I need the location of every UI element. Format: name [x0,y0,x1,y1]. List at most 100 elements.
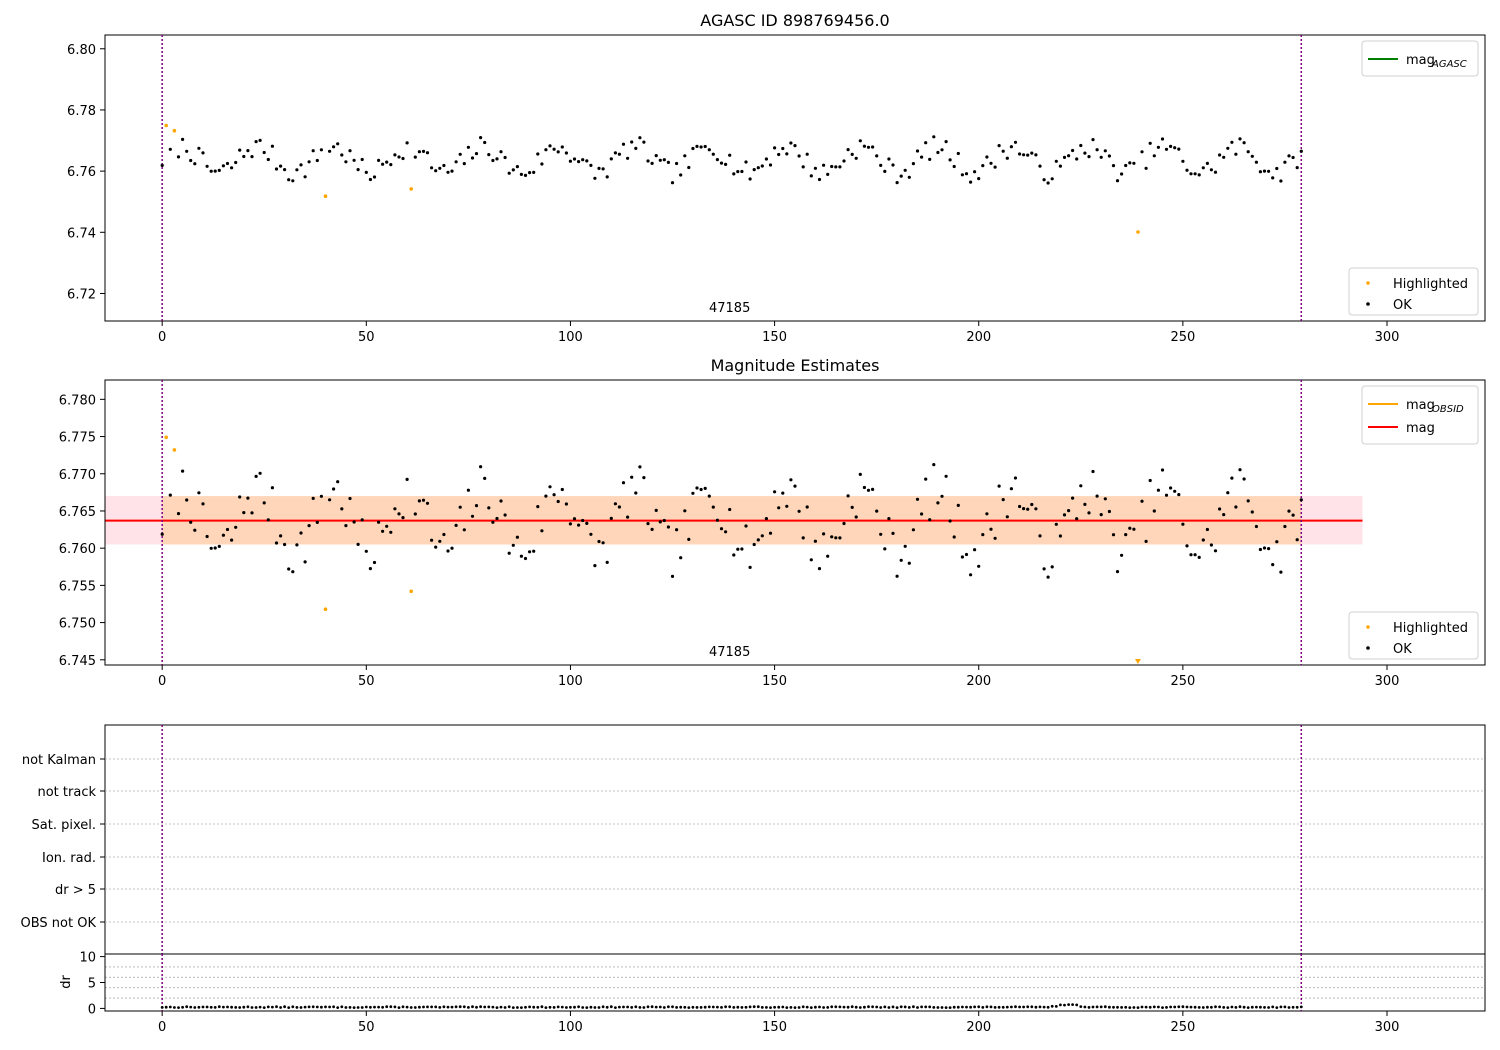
flag-category-label: not track [37,785,96,800]
ok-point [842,521,846,526]
x-tick-label: 250 [1170,1020,1195,1035]
ok-point [1075,517,1079,521]
ok-point [768,531,773,535]
dr-point [418,1005,421,1009]
dr-point [691,1005,695,1009]
ok-point [1209,168,1213,172]
ok-point [421,498,426,502]
ok-point [1287,154,1291,158]
ok-point [1050,565,1054,569]
ok-point [1009,487,1014,491]
x-tick-label: 200 [966,1020,991,1035]
dr-point [201,1005,205,1009]
ok-point [683,154,687,158]
ok-point [1218,507,1222,511]
ok-point [1115,570,1120,574]
x-tick-label: 100 [558,674,583,689]
dr-point [863,1005,866,1009]
dr-point [524,1005,527,1009]
ok-point [748,177,752,181]
dr-point [907,1006,911,1009]
dr-point [1010,1005,1013,1009]
dr-point [1054,1005,1058,1008]
ok-point [960,173,965,177]
ok-point [1254,524,1258,529]
highlighted-point [164,435,168,440]
dr-point [234,1006,238,1009]
ok-point [862,485,867,490]
dr-point [209,1005,213,1009]
dr-point [969,1005,972,1009]
ok-point [760,164,764,168]
dr-point [328,1005,331,1009]
ok-point [303,560,307,564]
dr-point [858,1006,862,1009]
x-tick-label: 300 [1375,330,1400,345]
ok-point [981,533,985,537]
dr-point [1275,1006,1279,1009]
dr-point [454,1005,458,1009]
ok-point [197,146,201,150]
dr-point [797,1006,801,1009]
ok-point [438,166,442,170]
ok-point [1144,539,1148,544]
highlighted-point [1136,230,1140,234]
ok-point [920,155,924,159]
ok-point [871,487,875,491]
dr-point [544,1006,548,1009]
ok-point [1046,575,1050,579]
dr-point [903,1005,907,1009]
dr-point [609,1005,613,1009]
ok-point [291,570,295,574]
ok-point [307,160,311,164]
ok-point [442,163,446,168]
ok-point [466,145,470,149]
ok-point [181,137,185,141]
ok-point [1218,153,1222,157]
dr-point [491,1005,495,1009]
dr-point [773,1005,776,1009]
ok-point [936,501,940,505]
dr-point [446,1005,450,1009]
ok-point [679,556,683,560]
agasc-panel: AGASC ID 898769456.0 0 50 100 150 200 250 300 6… [67,11,1486,345]
dr-point [479,1005,482,1009]
dr-point [899,1005,903,1009]
ok-point [928,518,932,522]
ok-point [352,520,356,524]
dr-point [1255,1005,1258,1009]
ok-point [1152,154,1156,158]
ok-point [601,167,605,171]
ok-point [1018,152,1022,156]
ok-point [344,160,348,164]
ok-point [838,536,842,540]
dr-point [1148,1005,1152,1009]
ok-point [932,463,936,467]
dr-point [667,1005,670,1009]
ok-point [262,150,266,155]
ok-point [572,517,577,521]
ok-point [1124,163,1128,168]
ok-point [1075,157,1079,161]
ok-point [1042,567,1046,571]
ok-point [809,174,813,178]
dr-point [1161,1006,1164,1009]
ok-point [307,524,311,528]
ok-point [695,144,699,148]
ok-point [336,142,340,146]
ok-point [973,548,977,552]
dr-point [1173,1005,1177,1009]
ok-point [1022,507,1026,511]
ok-point [679,173,683,177]
dr-point [1177,1005,1181,1009]
ok-point [544,148,548,152]
ok-point [511,168,515,172]
ok-point [862,144,867,148]
ok-point [928,157,932,161]
ok-point [397,512,401,516]
ok-point [1222,513,1226,517]
ok-point [703,144,707,149]
ok-point [430,166,434,170]
ok-point [593,564,597,568]
dr-point [1030,1005,1034,1009]
